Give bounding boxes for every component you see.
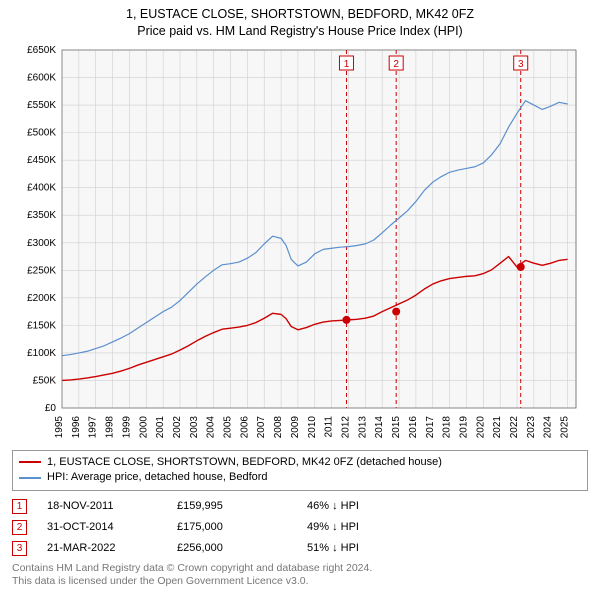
legend-item: 1, EUSTACE CLOSE, SHORTSTOWN, BEDFORD, M… [19,455,581,470]
svg-text:£250K: £250K [27,265,56,276]
svg-text:1998: 1998 [105,415,116,438]
svg-text:2019: 2019 [458,415,469,438]
event-date: 18-NOV-2011 [47,500,177,512]
svg-text:2017: 2017 [425,415,436,438]
event-badge: 2 [12,520,27,535]
chart-svg: £0 £50K £100K £150K £200K £250K £300K £350K £400… [10,44,590,444]
event-badge: 1 [12,499,27,514]
event-price: £159,995 [177,500,307,512]
svg-text:2007: 2007 [256,415,267,438]
svg-text:£150K: £150K [27,320,56,331]
svg-text:£450K: £450K [27,155,56,166]
svg-text:2023: 2023 [526,415,537,438]
svg-text:2012: 2012 [340,415,351,438]
svg-text:1: 1 [344,59,350,70]
event-delta: 51% ↓ HPI [307,542,359,554]
event-row: 3 21-MAR-2022£256,00051% ↓ HPI [12,541,588,556]
svg-text:£100K: £100K [27,348,56,359]
footer-attribution: Contains HM Land Registry data © Crown c… [12,562,588,589]
svg-text:2014: 2014 [374,415,385,438]
svg-text:£0: £0 [45,403,57,414]
price-chart: £0 £50K £100K £150K £200K £250K £300K £350K £400… [10,44,590,444]
svg-text:1995: 1995 [54,415,65,438]
chart-title: 1, EUSTACE CLOSE, SHORTSTOWN, BEDFORD, M… [10,6,590,40]
svg-text:2024: 2024 [543,415,554,438]
svg-text:2001: 2001 [155,415,166,438]
event-date: 31-OCT-2014 [47,521,177,533]
legend-swatch [19,461,41,463]
svg-text:£200K: £200K [27,293,56,304]
svg-text:2009: 2009 [290,415,301,438]
event-price: £175,000 [177,521,307,533]
title-line-2: Price paid vs. HM Land Registry's House … [10,23,590,40]
footer-line-1: Contains HM Land Registry data © Crown c… [12,562,588,576]
svg-text:£600K: £600K [27,72,56,83]
event-delta: 49% ↓ HPI [307,521,359,533]
svg-text:2006: 2006 [239,415,250,438]
svg-text:£550K: £550K [27,100,56,111]
svg-text:£50K: £50K [33,375,57,386]
svg-text:£350K: £350K [27,210,56,221]
legend-label: HPI: Average price, detached house, Bedf… [47,470,268,485]
svg-text:2018: 2018 [442,415,453,438]
svg-text:2020: 2020 [475,415,486,438]
svg-text:£400K: £400K [27,182,56,193]
svg-text:2011: 2011 [324,415,335,437]
svg-text:2013: 2013 [357,415,368,438]
svg-text:3: 3 [518,59,524,70]
svg-text:1996: 1996 [71,415,82,438]
svg-text:2005: 2005 [223,415,234,438]
svg-text:2: 2 [393,59,399,70]
event-badge: 3 [12,541,27,556]
svg-text:2000: 2000 [138,415,149,438]
svg-text:2025: 2025 [560,415,571,438]
title-line-1: 1, EUSTACE CLOSE, SHORTSTOWN, BEDFORD, M… [10,6,590,23]
svg-text:£500K: £500K [27,127,56,138]
svg-text:2021: 2021 [492,415,503,438]
footer-line-2: This data is licensed under the Open Gov… [12,575,588,589]
legend-item: HPI: Average price, detached house, Bedf… [19,470,581,485]
svg-text:1997: 1997 [88,415,99,438]
events-table: 1 18-NOV-2011£159,99546% ↓ HPI 2 31-OCT-201… [12,499,588,556]
event-price: £256,000 [177,542,307,554]
legend: 1, EUSTACE CLOSE, SHORTSTOWN, BEDFORD, M… [12,450,588,491]
svg-text:2016: 2016 [408,415,419,438]
svg-text:2002: 2002 [172,415,183,438]
event-row: 1 18-NOV-2011£159,99546% ↓ HPI [12,499,588,514]
event-delta: 46% ↓ HPI [307,500,359,512]
legend-swatch [19,477,41,479]
svg-text:2015: 2015 [391,415,402,438]
svg-text:2003: 2003 [189,415,200,438]
svg-text:2010: 2010 [307,415,318,438]
svg-text:£650K: £650K [27,45,56,56]
svg-text:2008: 2008 [273,415,284,438]
svg-text:£300K: £300K [27,238,56,249]
svg-text:2022: 2022 [509,415,520,438]
event-row: 2 31-OCT-2014£175,00049% ↓ HPI [12,520,588,535]
svg-text:1999: 1999 [121,415,132,438]
event-date: 21-MAR-2022 [47,542,177,554]
svg-text:2004: 2004 [206,415,217,438]
legend-label: 1, EUSTACE CLOSE, SHORTSTOWN, BEDFORD, M… [47,455,442,470]
